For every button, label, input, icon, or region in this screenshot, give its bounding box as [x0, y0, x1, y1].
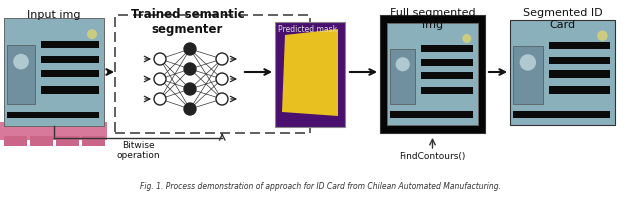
Circle shape [154, 93, 166, 105]
Bar [513, 111, 610, 118]
Bar [4, 136, 27, 146]
Circle shape [216, 93, 228, 105]
Bar [513, 46, 543, 104]
Bar [41, 86, 99, 94]
Bar [56, 136, 79, 146]
Bar [420, 45, 473, 52]
Bar [0, 122, 107, 140]
Circle shape [154, 73, 166, 85]
Text: FindContours(): FindContours() [399, 152, 466, 161]
Bar [420, 72, 473, 79]
Circle shape [184, 103, 196, 115]
Bar [115, 15, 310, 133]
Bar [7, 45, 35, 104]
Bar [380, 15, 485, 133]
Circle shape [216, 53, 228, 65]
Bar [510, 20, 615, 125]
Bar [549, 70, 610, 78]
Circle shape [216, 73, 228, 85]
Text: Full segmented
img: Full segmented img [390, 8, 476, 30]
Text: Input img: Input img [28, 10, 81, 20]
Bar [549, 57, 610, 64]
Circle shape [184, 83, 196, 95]
Bar [82, 136, 105, 146]
Text: Segmented ID
Card: Segmented ID Card [523, 8, 602, 30]
Circle shape [520, 54, 536, 71]
Bar [7, 112, 99, 118]
Bar [390, 111, 473, 118]
Circle shape [462, 34, 471, 43]
Circle shape [13, 54, 29, 70]
Circle shape [396, 57, 410, 71]
Bar [275, 22, 345, 127]
Bar [549, 42, 610, 49]
Bar [41, 70, 99, 77]
Bar [420, 59, 473, 66]
Text: Fig. 1. Process demonstration of approach for ID Card from Chilean Automated Man: Fig. 1. Process demonstration of approac… [140, 182, 500, 191]
Text: Bitwise
operation: Bitwise operation [116, 141, 160, 160]
Text: Predicted mask: Predicted mask [278, 25, 337, 34]
Polygon shape [282, 29, 338, 116]
Bar [510, 20, 615, 125]
Bar [387, 23, 477, 125]
Circle shape [597, 31, 607, 41]
Circle shape [184, 63, 196, 75]
Bar [420, 87, 473, 94]
Circle shape [184, 43, 196, 55]
Bar [390, 49, 415, 104]
Bar [4, 18, 104, 126]
Circle shape [154, 53, 166, 65]
Circle shape [87, 29, 97, 39]
Bar [549, 86, 610, 94]
Text: Trained semantic
segmenter: Trained semantic segmenter [131, 8, 244, 36]
Bar [41, 56, 99, 63]
Bar [41, 41, 99, 48]
Bar [30, 136, 53, 146]
